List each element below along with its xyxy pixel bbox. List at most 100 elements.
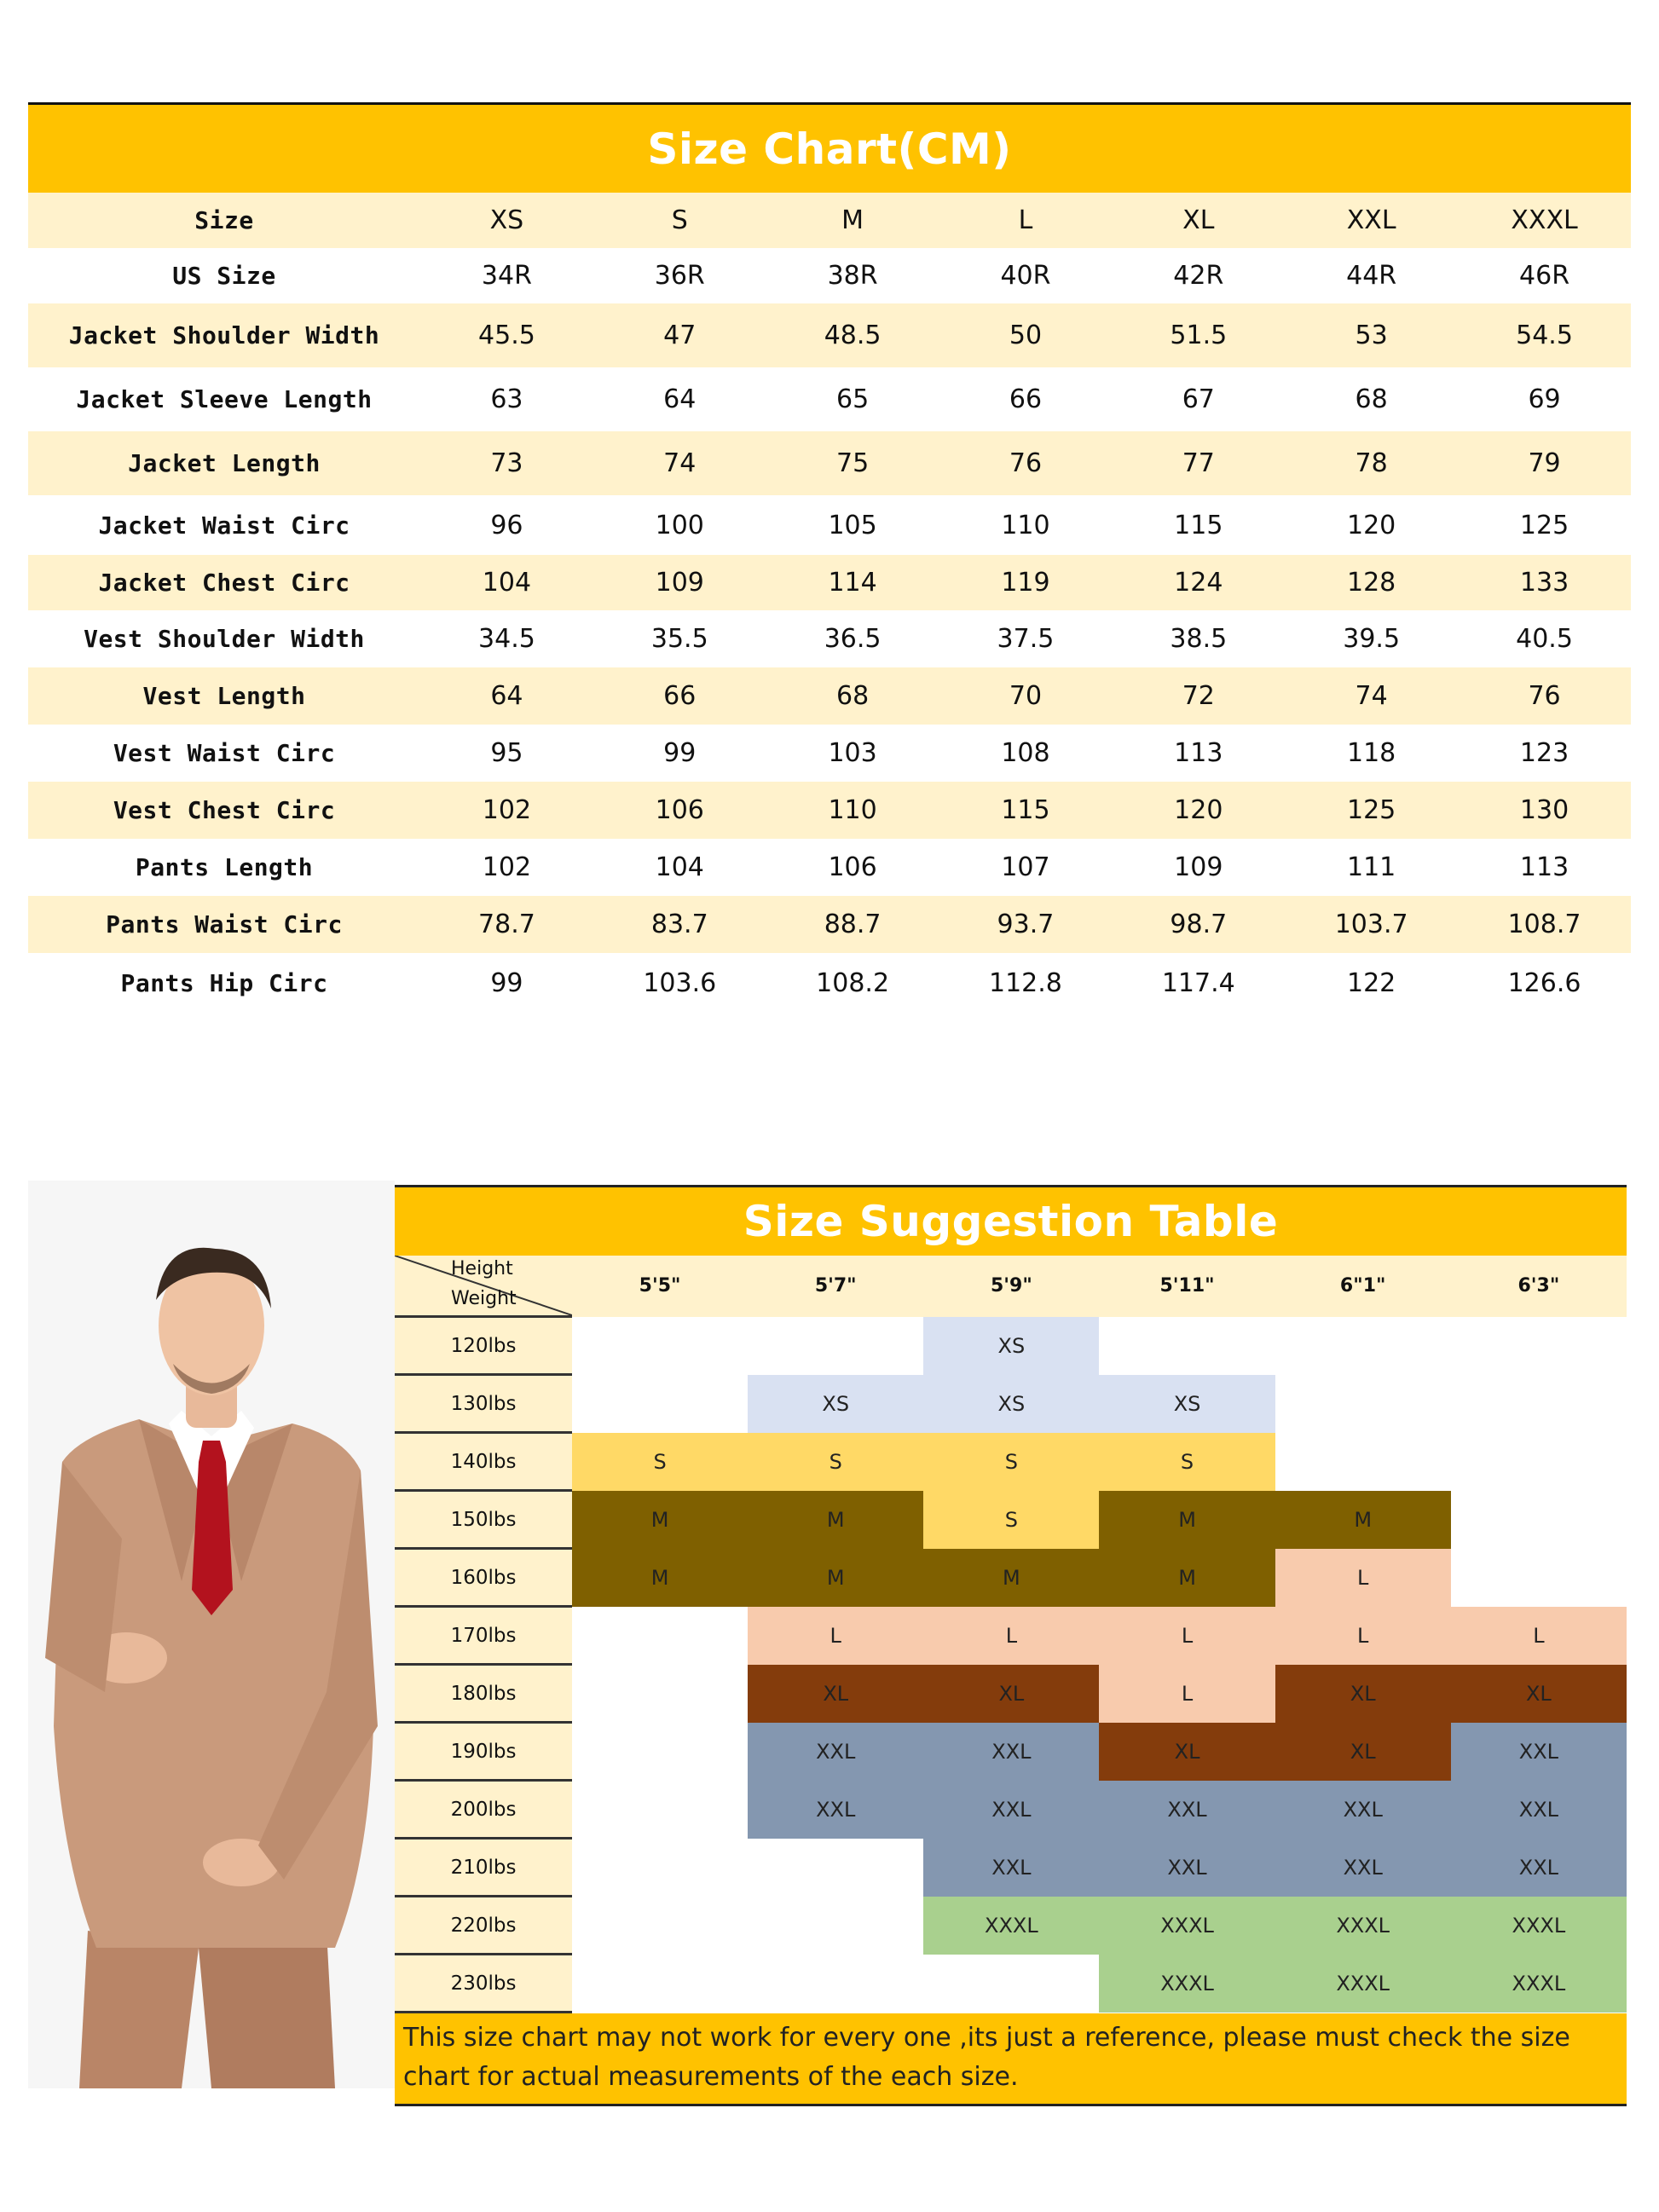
measurement-value: 125 xyxy=(1285,782,1459,839)
height-header: 6'3" xyxy=(1450,1256,1627,1317)
measurement-value: 36.5 xyxy=(824,624,882,654)
weight-label: 230lbs xyxy=(395,1954,572,2013)
size-suggestion-cell: S xyxy=(572,1432,749,1491)
size-suggestion-cell: XXXL xyxy=(1275,1896,1451,1955)
measurement-value: 74 xyxy=(1285,667,1459,725)
measurement-value: 133 xyxy=(1458,555,1631,610)
measurement-row: US Size 34R 36R 38R 40R 42R 44R 46R xyxy=(28,248,1631,303)
size-name: XXXL xyxy=(1458,193,1631,248)
measurement-value: 69 xyxy=(1528,384,1561,414)
measurement-value: 125 xyxy=(1519,510,1569,540)
measurement-value: 122 xyxy=(1347,967,1396,998)
measurement-value: 117.4 xyxy=(1161,967,1235,998)
top-rule xyxy=(395,1185,1627,1187)
size-suggestion-cell: S xyxy=(748,1432,924,1491)
size-suggestion-cell xyxy=(572,1317,748,1375)
measurement-value: 46R xyxy=(1519,261,1570,291)
measurement-label: US Size xyxy=(172,262,276,290)
measurement-row: Vest Waist Circ 95 99 103 108 113 118 123 xyxy=(28,725,1631,782)
size-suggestion-cell: XL xyxy=(1450,1664,1627,1723)
size-suggestion-cell: XXL xyxy=(748,1780,924,1839)
size-suggestion-cell xyxy=(748,1839,923,1897)
measurement-value: 75 xyxy=(766,431,939,495)
measurement-row: Pants Length 102 104 106 107 109 111 113 xyxy=(28,839,1631,896)
size-suggestion-cell: XL xyxy=(1275,1664,1451,1723)
size-suggestion-cell xyxy=(748,1317,923,1375)
corner-weight-label: Weight xyxy=(451,1288,517,1309)
size-suggestion-cell xyxy=(923,1955,1099,2013)
suggestion-grid: Height Weight 5'5" 5'7" 5'9" 5'11" 6"1" 6'3" … xyxy=(395,1256,1627,2013)
size-suggestion-cell: XS xyxy=(748,1374,924,1433)
measurement-value: 79 xyxy=(1458,431,1631,495)
size-suggestion-cell xyxy=(572,1607,748,1665)
measurement-value: 48.5 xyxy=(766,303,939,367)
measurement-value: 108 xyxy=(1001,738,1050,768)
size-suggestion-cell: XXXL xyxy=(923,1896,1100,1955)
measurement-value: 130 xyxy=(1458,782,1631,839)
height-header: 5'7" xyxy=(748,1256,924,1317)
size-suggestion-cell: XXL xyxy=(1275,1780,1451,1839)
measurement-value: 105 xyxy=(828,510,877,540)
measurement-value: 78.7 xyxy=(420,896,593,953)
size-suggestion-cell: XXXL xyxy=(1099,1896,1275,1955)
measurement-value: 93.7 xyxy=(939,896,1113,953)
weight-label: 220lbs xyxy=(395,1896,572,1955)
measurement-value: 111 xyxy=(1347,852,1396,882)
weight-label: 160lbs xyxy=(395,1548,572,1608)
size-suggestion-cell xyxy=(572,1839,748,1897)
weight-row: 120lbs XS xyxy=(395,1316,1627,1376)
size-suggestion-cell: XXL xyxy=(923,1780,1100,1839)
measurement-value: 108.2 xyxy=(816,967,890,998)
measurement-value: 65 xyxy=(836,384,870,414)
size-header-row: Size XS S M L XL XXL XXXL xyxy=(28,193,1631,248)
model-in-suit-photo xyxy=(28,1181,395,2088)
corner-height-label: Height xyxy=(451,1258,513,1279)
measurement-row: Vest Shoulder Width 34.5 35.5 36.5 37.5 38.5 3… xyxy=(28,610,1631,667)
measurement-value: 74 xyxy=(592,431,766,495)
measurement-label: Vest Waist Circ xyxy=(113,739,336,767)
size-suggestion-cell: XXL xyxy=(1275,1838,1451,1897)
size-suggestion-cell: XXL xyxy=(923,1838,1100,1897)
weight-label: 140lbs xyxy=(395,1432,572,1492)
measurement-value: 67 xyxy=(1182,384,1215,414)
suggestion-title: Size Suggestion Table xyxy=(395,1187,1627,1256)
measurement-value: 96 xyxy=(490,510,523,540)
size-suggestion-cell xyxy=(572,1665,748,1723)
size-suggestion-cell xyxy=(1451,1433,1627,1491)
size-suggestion-cell: XXXL xyxy=(1099,1954,1275,2013)
measurement-value: 40.5 xyxy=(1516,624,1573,654)
measurement-value: 38R xyxy=(827,261,878,291)
size-suggestion-cell xyxy=(1451,1375,1627,1433)
size-suggestion-cell xyxy=(748,1897,923,1955)
measurement-value: 123 xyxy=(1519,738,1569,768)
weight-row: 210lbs XXL XXL XXL XXL xyxy=(395,1838,1627,1897)
weight-row: 230lbs XXXL XXXL XXXL xyxy=(395,1954,1627,2013)
measurement-value: 34.5 xyxy=(478,624,535,654)
weight-label: 120lbs xyxy=(395,1316,572,1376)
measurement-value: 99 xyxy=(663,738,697,768)
height-header: 6"1" xyxy=(1275,1256,1451,1317)
measurement-value: 109 xyxy=(1174,852,1223,882)
size-suggestion-cell xyxy=(1451,1491,1627,1549)
measurement-row: Jacket Shoulder Width 45.5 47 48.5 50 51.5 53 5… xyxy=(28,303,1631,367)
size-suggestion-cell: M xyxy=(1099,1548,1275,1607)
measurement-label: Pants Waist Circ xyxy=(28,896,420,953)
measurement-value: 114 xyxy=(766,555,939,610)
measurement-label: Pants Hip Circ xyxy=(120,968,328,997)
measurement-value: 83.7 xyxy=(592,896,766,953)
size-suggestion-cell: L xyxy=(1099,1606,1275,1665)
size-chart-table: Size XS S M L XL XXL XXXL US Size 34R 36R 38R 40R 42R… xyxy=(28,193,1631,1013)
size-suggestion-cell: XL xyxy=(1275,1722,1451,1781)
measurement-value: 119 xyxy=(939,555,1113,610)
size-suggestion-cell: M xyxy=(572,1548,749,1607)
measurement-value: 88.7 xyxy=(766,896,939,953)
measurement-value: 76 xyxy=(939,431,1113,495)
measurement-label: Jacket Sleeve Length xyxy=(76,385,373,413)
measurement-value: 39.5 xyxy=(1343,624,1401,654)
measurement-value: 103 xyxy=(828,738,877,768)
size-column-label: Size xyxy=(28,193,420,248)
measurement-value: 66 xyxy=(592,667,766,725)
weight-row: 190lbs XXL XXL XL XL XXL xyxy=(395,1722,1627,1782)
measurement-label: Jacket Length xyxy=(28,431,420,495)
size-suggestion-cell xyxy=(748,1955,923,2013)
